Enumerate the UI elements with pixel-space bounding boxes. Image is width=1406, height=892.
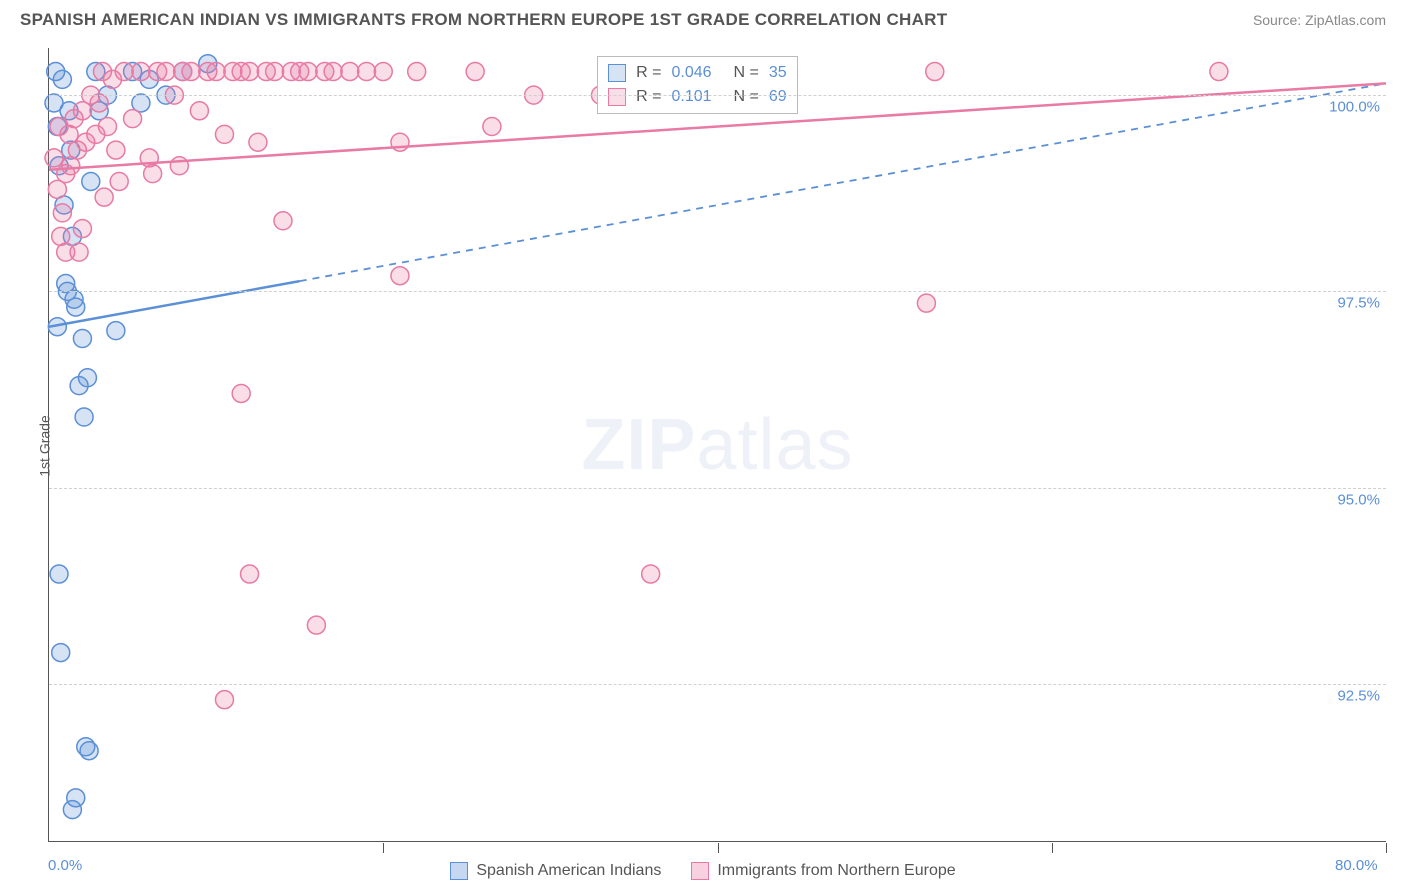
trend-line-solid: [49, 281, 300, 327]
data-point: [144, 165, 162, 183]
gridline: [49, 95, 1386, 96]
data-point: [241, 565, 259, 583]
gridline: [49, 684, 1386, 685]
data-point: [50, 118, 68, 136]
data-point: [642, 565, 660, 583]
stat-n-value: 69: [769, 85, 787, 109]
y-tick-label: 97.5%: [1337, 295, 1380, 312]
data-point: [53, 70, 71, 88]
data-point: [132, 63, 150, 81]
stat-r-label: R =: [636, 61, 661, 85]
legend-item: Immigrants from Northern Europe: [691, 862, 955, 880]
chart-header: SPANISH AMERICAN INDIAN VS IMMIGRANTS FR…: [0, 0, 1406, 36]
chart-source: Source: ZipAtlas.com: [1253, 12, 1386, 28]
x-tick: [718, 843, 719, 853]
data-point: [110, 172, 128, 190]
data-point: [408, 63, 426, 81]
stat-r-value: 0.101: [672, 85, 724, 109]
data-point: [391, 267, 409, 285]
data-point: [358, 63, 376, 81]
stat-n-label: N =: [734, 61, 759, 85]
stats-row: R = 0.046 N = 35: [608, 61, 786, 85]
data-point: [274, 212, 292, 230]
data-point: [324, 63, 342, 81]
data-point: [50, 565, 68, 583]
data-point: [232, 384, 250, 402]
data-point: [73, 220, 91, 238]
data-point: [466, 63, 484, 81]
data-point: [124, 110, 142, 128]
y-tick-label: 92.5%: [1337, 687, 1380, 704]
y-tick-label: 95.0%: [1337, 491, 1380, 508]
data-point: [926, 63, 944, 81]
series-swatch: [608, 64, 626, 82]
legend: Spanish American Indians Immigrants from …: [0, 862, 1406, 880]
data-point: [917, 294, 935, 312]
stat-r-value: 0.046: [672, 61, 724, 85]
data-point: [483, 118, 501, 136]
legend-item: Spanish American Indians: [450, 862, 661, 880]
data-point: [299, 63, 317, 81]
data-point: [57, 243, 75, 261]
data-point: [73, 330, 91, 348]
data-point: [115, 63, 133, 81]
x-tick: [1386, 843, 1387, 853]
data-point: [307, 616, 325, 634]
data-point: [182, 63, 200, 81]
legend-label: Spanish American Indians: [476, 862, 661, 880]
trend-line-dashed: [300, 83, 1386, 281]
data-point: [67, 298, 85, 316]
data-point: [75, 408, 93, 426]
legend-swatch: [691, 862, 709, 880]
stat-r-label: R =: [636, 85, 661, 109]
data-point: [190, 102, 208, 120]
stat-n-value: 35: [769, 61, 787, 85]
x-tick: [383, 843, 384, 853]
data-point: [82, 172, 100, 190]
series-swatch: [608, 88, 626, 106]
stat-n-label: N =: [734, 85, 759, 109]
data-point: [207, 63, 225, 81]
legend-swatch: [450, 862, 468, 880]
data-point: [80, 742, 98, 760]
data-point: [63, 801, 81, 819]
data-point: [98, 118, 116, 136]
x-tick-label: 0.0%: [48, 857, 82, 874]
data-point: [266, 63, 284, 81]
data-point: [45, 149, 63, 167]
x-tick: [1052, 843, 1053, 853]
correlation-stats-box: R = 0.046 N = 35 R = 0.101 N = 69: [597, 56, 797, 114]
stats-row: R = 0.101 N = 69: [608, 85, 786, 109]
y-tick-label: 100.0%: [1329, 99, 1380, 116]
chart-plot-area: ZIPatlas R =0.046N =35R =0.101N =69 92.5…: [48, 48, 1386, 842]
data-point: [157, 63, 175, 81]
data-point: [78, 369, 96, 387]
data-point: [249, 133, 267, 151]
data-point: [215, 691, 233, 709]
x-tick-label: 80.0%: [1335, 857, 1378, 874]
data-point: [241, 63, 259, 81]
data-point: [107, 322, 125, 340]
scatter-svg: [49, 48, 1386, 841]
gridline: [49, 291, 1386, 292]
data-point: [374, 63, 392, 81]
legend-label: Immigrants from Northern Europe: [717, 862, 955, 880]
data-point: [170, 157, 188, 175]
data-point: [341, 63, 359, 81]
data-point: [1210, 63, 1228, 81]
data-point: [90, 94, 108, 112]
data-point: [52, 644, 70, 662]
chart-title: SPANISH AMERICAN INDIAN VS IMMIGRANTS FR…: [20, 10, 947, 30]
data-point: [53, 204, 71, 222]
data-point: [215, 125, 233, 143]
data-point: [107, 141, 125, 159]
data-point: [95, 188, 113, 206]
gridline: [49, 488, 1386, 489]
